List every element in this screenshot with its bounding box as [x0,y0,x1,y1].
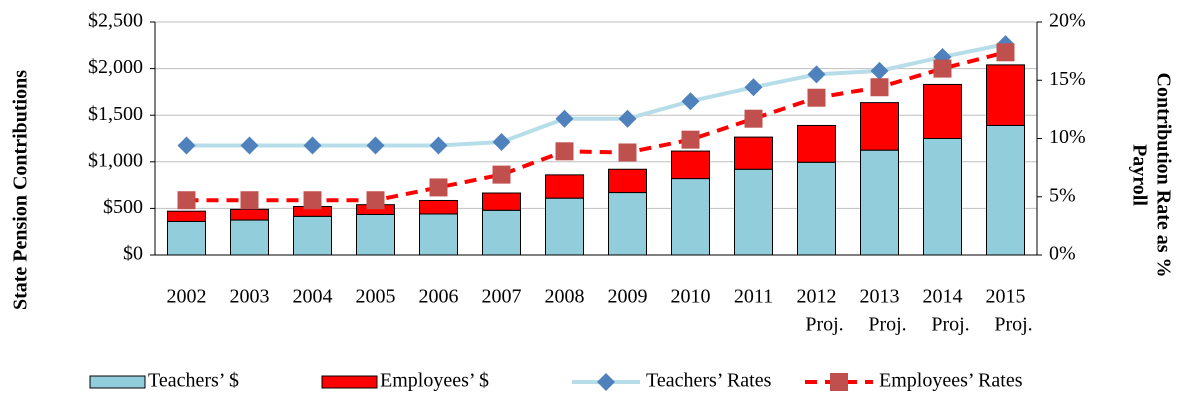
legend-label: Employees’ $ [380,370,489,392]
marker [177,191,196,210]
bar [167,210,206,222]
bar [608,192,647,256]
bar [923,83,962,139]
legend-marker [597,373,615,391]
y-axis-title: State Pension Contributions [10,70,32,310]
legend-label: Employees’ Rates [879,370,1023,392]
x-tick-label: Proj. [931,314,969,336]
marker [240,191,259,210]
x-tick-label: Proj. [868,314,906,336]
marker [681,92,700,111]
x-tick-label: 2013 [860,286,900,308]
bar [986,64,1025,126]
bar [482,192,521,211]
marker [366,136,385,155]
bar [797,161,836,256]
marker [492,132,511,151]
y-tick-label: $2,000 [88,56,143,78]
line [186,42,1006,148]
bar [293,215,332,256]
marker [555,109,574,128]
marker [366,191,385,210]
bar [545,197,584,256]
y-tick-label: $500 [103,196,143,218]
x-tick-label: 2012 [797,286,837,308]
marker [933,59,952,78]
bar [230,208,269,221]
marker [996,43,1015,62]
marker [744,109,763,128]
x-tick-label: 2008 [545,286,585,308]
marker [177,136,196,155]
marker [807,65,826,84]
y-tick-label: $0 [123,243,143,265]
x-tick-label: Proj. [994,314,1032,336]
y2-axis-title: Contribution Rate as % [1152,72,1174,277]
marker [303,191,322,210]
bar [923,138,962,256]
bar [167,220,206,256]
bar [671,178,710,256]
bar [734,168,773,256]
bar [986,124,1025,256]
x-tick-label: 2004 [293,286,333,308]
y2-tick-label: 10% [1049,126,1086,148]
marker [240,136,259,155]
x-tick-label: 2007 [482,286,522,308]
marker [492,165,511,184]
bar [860,149,899,256]
x-tick-label: 2009 [608,286,648,308]
legend-marker [830,373,848,391]
marker [744,78,763,97]
legend-swatch [89,375,146,389]
bar [230,219,269,256]
x-tick-label: 2015 [986,286,1026,308]
bar [608,168,647,194]
y2-tick-label: 15% [1049,68,1086,90]
legend-label: Teachers’ $ [148,370,239,392]
marker [555,142,574,161]
x-tick-label: 2010 [671,286,711,308]
bar [356,213,395,256]
marker [618,143,637,162]
x-tick-label: 2014 [923,286,963,308]
marker [303,136,322,155]
bar [482,209,521,256]
marker [681,130,700,149]
x-tick-label: 2002 [167,286,207,308]
x-tick-label: Proj. [805,314,843,336]
y2-tick-label: 0% [1049,243,1076,265]
x-tick-label: 2006 [419,286,459,308]
bar [734,136,773,170]
bar [797,124,836,163]
marker [870,78,889,97]
marker [870,61,889,80]
x-tick-label: 2005 [356,286,396,308]
y-tick-label: $2,500 [88,10,143,32]
y2-axis-title: Payroll [1128,144,1150,206]
x-tick-label: 2011 [734,286,773,308]
bar [860,102,899,151]
marker [618,109,637,128]
y2-tick-label: 5% [1049,184,1076,206]
marker [429,178,448,197]
marker [807,88,826,107]
marker [429,136,448,155]
legend-swatch [321,375,378,389]
bar [671,150,710,180]
bar [545,174,584,199]
y-tick-label: $1,500 [88,103,143,125]
bar [419,199,458,215]
bar [419,213,458,256]
y2-tick-label: 20% [1049,10,1086,32]
y-tick-label: $1,000 [88,149,143,171]
legend-label: Teachers’ Rates [646,370,772,392]
x-tick-label: 2003 [230,286,270,308]
